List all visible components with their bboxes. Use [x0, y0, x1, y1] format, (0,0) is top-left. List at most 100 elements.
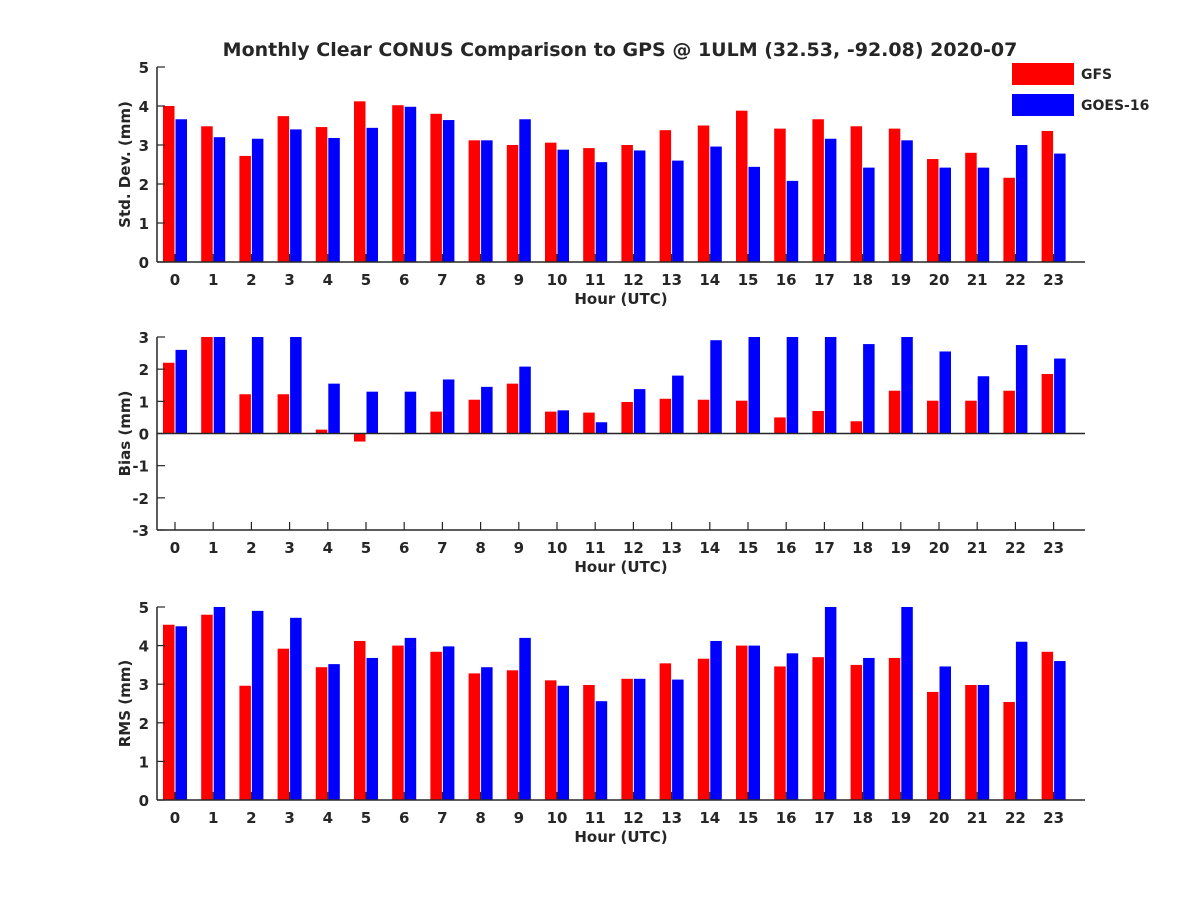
- bias-x-tick-label: 23: [1043, 539, 1064, 557]
- bias-x-tick-label: 10: [547, 539, 568, 557]
- bias-x-tick-label: 4: [323, 539, 333, 557]
- bias-bar-gfs-20: [927, 400, 939, 434]
- bias-bar-gfs-1: [201, 337, 213, 434]
- rms-x-tick-label: 15: [738, 809, 759, 827]
- rms-bar-goes16-19: [901, 607, 913, 800]
- std-dev-bar-goes16-0: [175, 119, 187, 262]
- rms-x-tick-label: 1: [208, 809, 218, 827]
- std-dev-x-tick-label: 12: [623, 271, 644, 289]
- rms-bar-goes16-11: [595, 701, 608, 800]
- bias-bar-goes16-6: [404, 391, 417, 434]
- std-dev-bar-goes16-9: [519, 119, 531, 262]
- std-dev-bar-gfs-15: [736, 110, 748, 263]
- bias-bar-goes16-21: [977, 376, 990, 434]
- bias-x-tick-label: 0: [170, 539, 180, 557]
- std-dev-y-tick-label: 3: [139, 137, 149, 155]
- bias-x-tick-label: 20: [929, 539, 950, 557]
- rms-x-tick-label: 20: [929, 809, 950, 827]
- bias-bar-gfs-4: [315, 429, 328, 434]
- rms-bar-gfs-15: [736, 645, 748, 800]
- bias-y-tick-label: -3: [132, 522, 149, 540]
- bias-bar-gfs-7: [430, 411, 442, 434]
- rms-bar-goes16-13: [672, 679, 684, 800]
- std-dev-bar-goes16-23: [1054, 153, 1066, 262]
- rms-x-tick-label: 13: [661, 809, 682, 827]
- bias-bar-gfs-9: [506, 383, 519, 434]
- rms-bar-gfs-6: [392, 645, 404, 800]
- rms-y-tick-label: 5: [139, 599, 149, 617]
- std-dev-x-tick-label: 8: [475, 271, 485, 289]
- std-dev-x-tick-label: 2: [246, 271, 256, 289]
- bias-bar-gfs-2: [239, 394, 251, 434]
- rms-bar-goes16-1: [213, 607, 226, 800]
- bias-x-tick-label: 11: [585, 539, 606, 557]
- rms-bar-gfs-21: [965, 684, 977, 800]
- std-dev-x-tick-label: 6: [399, 271, 409, 289]
- std-dev-x-tick-label: 11: [585, 271, 606, 289]
- rms-y-tick-label: 2: [139, 715, 149, 733]
- rms-x-tick-label: 21: [967, 809, 988, 827]
- bias-y-axis-label: Bias (mm): [116, 391, 134, 477]
- std-dev-bar-goes16-10: [557, 149, 569, 262]
- std-dev-bar-goes16-11: [595, 162, 608, 262]
- bias-bar-gfs-11: [583, 412, 595, 434]
- std-dev-bar-goes16-4: [328, 137, 340, 262]
- bias-bar-gfs-23: [1041, 373, 1054, 434]
- bias-x-tick-label: 15: [738, 539, 759, 557]
- std-dev-bar-gfs-22: [1003, 177, 1015, 262]
- rms-bar-gfs-17: [812, 657, 824, 800]
- rms-bar-goes16-8: [481, 667, 493, 800]
- std-dev-bar-gfs-0: [163, 106, 175, 262]
- bias-bar-gfs-10: [545, 411, 557, 434]
- rms-bar-gfs-19: [888, 657, 901, 800]
- std-dev-bar-goes16-14: [710, 146, 722, 262]
- bias-bar-goes16-0: [175, 349, 187, 434]
- rms-x-tick-label: 9: [514, 809, 524, 827]
- std-dev-bar-gfs-21: [965, 152, 977, 262]
- std-dev-bar-goes16-2: [251, 138, 264, 262]
- bias-bar-gfs-8: [468, 399, 481, 434]
- std-dev-bar-gfs-2: [239, 155, 251, 262]
- bias-bar-goes16-10: [557, 410, 569, 434]
- std-dev-bar-gfs-16: [774, 128, 786, 262]
- bias-bar-goes16-13: [672, 375, 684, 434]
- std-dev-x-tick-label: 18: [852, 271, 873, 289]
- bias-bar-goes16-18: [863, 344, 875, 434]
- bias-bar-goes16-3: [290, 337, 302, 434]
- rms-bar-gfs-23: [1041, 651, 1054, 800]
- bias-bar-goes16-7: [442, 379, 455, 434]
- bias-x-tick-label: 13: [661, 539, 682, 557]
- rms-x-tick-label: 10: [547, 809, 568, 827]
- std-dev-bar-gfs-14: [697, 125, 710, 262]
- rms-bar-gfs-7: [430, 651, 442, 800]
- std-dev-x-tick-label: 23: [1043, 271, 1064, 289]
- std-dev-y-tick-label: 4: [139, 98, 149, 116]
- std-dev-x-tick-label: 21: [967, 271, 988, 289]
- rms-bar-gfs-4: [315, 667, 328, 800]
- std-dev-bar-goes16-18: [863, 167, 875, 262]
- rms-x-tick-label: 6: [399, 809, 409, 827]
- rms-bar-gfs-12: [621, 678, 633, 800]
- bias-x-tick-label: 12: [623, 539, 644, 557]
- std-dev-bar-goes16-8: [481, 140, 493, 262]
- legend-label-goes16: GOES-16: [1081, 98, 1149, 114]
- bias-y-tick-label: 2: [139, 361, 149, 379]
- bias-bar-gfs-15: [736, 400, 748, 434]
- rms-x-tick-label: 3: [284, 809, 294, 827]
- bias-bar-goes16-17: [824, 337, 837, 434]
- rms-bar-goes16-10: [557, 685, 569, 800]
- rms-y-tick-label: 1: [139, 753, 149, 771]
- bias-bar-gfs-18: [850, 421, 863, 434]
- bias-x-tick-label: 2: [246, 539, 256, 557]
- legend-label-gfs: GFS: [1081, 67, 1112, 83]
- std-dev-bar-goes16-22: [1015, 145, 1028, 262]
- legend-swatch-goes16: [1012, 94, 1074, 116]
- rms-bar-gfs-14: [697, 658, 710, 800]
- rms-bar-goes16-2: [251, 610, 264, 800]
- std-dev-bar-gfs-3: [277, 116, 290, 262]
- bias-x-tick-label: 7: [437, 539, 447, 557]
- rms-bar-goes16-22: [1015, 641, 1028, 800]
- bias-bar-gfs-12: [621, 401, 633, 434]
